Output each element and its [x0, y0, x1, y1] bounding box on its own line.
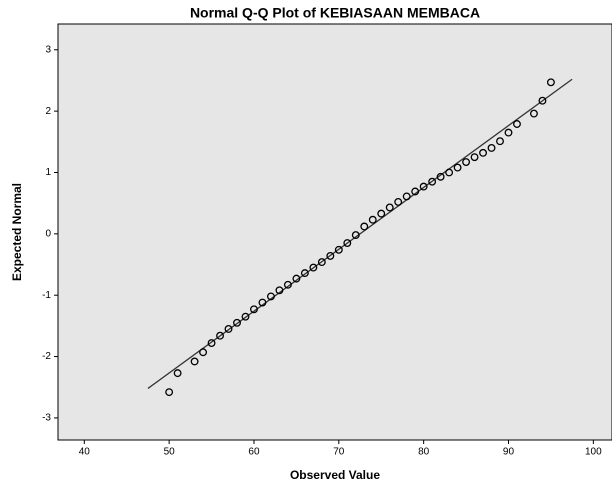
point [479, 148, 487, 157]
point [351, 231, 360, 240]
x-axis-label: Observed Value [290, 468, 380, 482]
point [309, 263, 318, 272]
x-tick-label: 40 [79, 447, 91, 458]
point [453, 163, 462, 172]
y-tick-label: -2 [42, 351, 51, 362]
plot-area [57, 23, 612, 441]
point [207, 339, 216, 348]
y-tick-label: 3 [45, 44, 51, 55]
x-tick-label: 70 [333, 447, 345, 458]
point [360, 222, 369, 231]
point [241, 312, 250, 321]
point [394, 197, 403, 206]
chart-title: Normal Q-Q Plot of KEBIASAAN MEMBACA [190, 5, 480, 21]
point [334, 245, 343, 254]
point [292, 274, 301, 283]
y-tick-label: 1 [45, 167, 51, 178]
point [411, 187, 420, 196]
point [385, 203, 394, 212]
x-tick-label: 80 [418, 447, 430, 458]
point [377, 209, 386, 218]
y-tick-label: -1 [42, 290, 51, 301]
point [224, 324, 233, 333]
point [199, 348, 208, 357]
point [250, 305, 258, 314]
point [173, 369, 182, 378]
point [258, 298, 267, 307]
x-tick-label: 100 [585, 447, 602, 458]
point [266, 292, 275, 301]
point [513, 120, 521, 128]
point [233, 318, 241, 327]
point [283, 280, 292, 289]
point [190, 357, 199, 366]
y-tick-label: -3 [42, 413, 51, 424]
point [504, 128, 513, 137]
point [529, 109, 538, 118]
point [343, 239, 352, 247]
point [216, 331, 224, 340]
x-tick-label: 60 [248, 447, 260, 458]
point [419, 182, 428, 191]
point [436, 172, 445, 181]
point [402, 192, 411, 201]
x-tick-label: 90 [503, 447, 515, 458]
x-tick-label: 50 [164, 447, 176, 458]
point [275, 286, 284, 295]
point [445, 168, 454, 177]
point [326, 251, 335, 260]
y-axis-label: Expected Normal [10, 183, 24, 281]
point [496, 137, 504, 146]
point [300, 269, 309, 278]
point [487, 143, 496, 152]
y-tick-label: 0 [45, 228, 51, 239]
point [317, 258, 326, 267]
point [165, 388, 174, 397]
point [470, 153, 479, 162]
y-tick-label: 2 [45, 106, 51, 117]
point [546, 78, 555, 87]
point [462, 158, 471, 167]
reference-line [147, 78, 573, 389]
point [428, 177, 437, 186]
point [368, 215, 377, 224]
point [538, 96, 547, 105]
